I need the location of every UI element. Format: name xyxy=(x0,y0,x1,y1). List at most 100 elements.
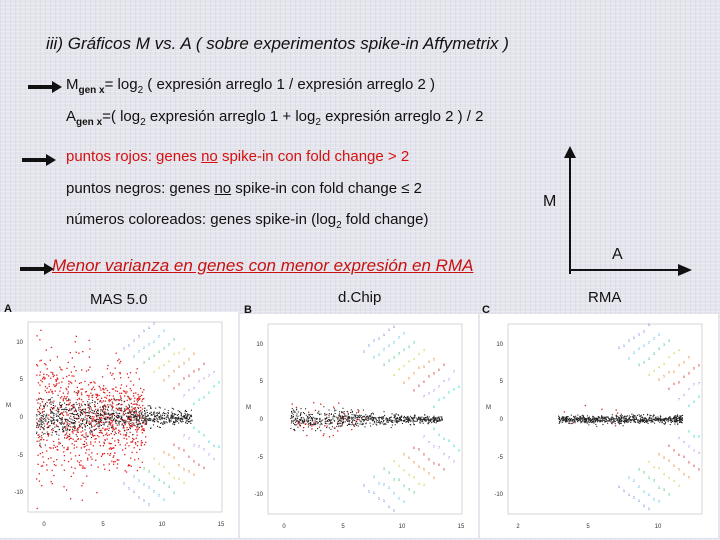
svg-text:2: 2 xyxy=(158,334,160,338)
svg-text:4: 4 xyxy=(183,347,185,351)
svg-text:6: 6 xyxy=(683,375,685,379)
svg-text:5: 5 xyxy=(413,372,415,376)
svg-text:3: 3 xyxy=(168,342,170,346)
svg-text:4: 4 xyxy=(678,484,680,488)
svg-text:6: 6 xyxy=(198,463,200,467)
svg-text:4: 4 xyxy=(173,352,175,356)
svg-text:3: 3 xyxy=(413,341,415,345)
svg-text:3: 3 xyxy=(158,478,160,482)
svg-text:3: 3 xyxy=(403,484,405,488)
svg-text:2: 2 xyxy=(163,498,165,502)
svg-text:8: 8 xyxy=(218,445,220,449)
svg-text:3: 3 xyxy=(393,355,395,359)
svg-text:5: 5 xyxy=(413,461,415,465)
svg-text:4: 4 xyxy=(398,368,400,372)
svg-text:5: 5 xyxy=(168,453,170,457)
svg-text:8: 8 xyxy=(453,388,455,392)
svg-text:3: 3 xyxy=(663,488,665,492)
svg-text:5: 5 xyxy=(658,453,660,457)
svg-text:1: 1 xyxy=(148,503,150,507)
axis-label-m: M xyxy=(543,193,557,210)
svg-text:4: 4 xyxy=(173,476,175,480)
svg-text:7: 7 xyxy=(693,383,695,387)
svg-text:8: 8 xyxy=(433,405,435,409)
svg-text:3: 3 xyxy=(173,338,175,342)
svg-text:4: 4 xyxy=(393,373,395,377)
svg-text:2: 2 xyxy=(653,337,655,341)
svg-text:6: 6 xyxy=(203,466,205,470)
svg-text:4: 4 xyxy=(168,359,170,363)
svg-text:6: 6 xyxy=(433,372,435,376)
svg-text:5: 5 xyxy=(163,378,165,382)
svg-text:6: 6 xyxy=(438,463,440,467)
svg-text:7: 7 xyxy=(678,437,680,441)
svg-text:5: 5 xyxy=(673,464,675,468)
svg-text:2: 2 xyxy=(643,344,645,348)
svg-text:3: 3 xyxy=(163,481,165,485)
plot-area xyxy=(27,321,223,513)
svg-text:6: 6 xyxy=(183,448,185,452)
svg-text:6: 6 xyxy=(433,462,435,466)
svg-text:7: 7 xyxy=(433,389,435,393)
svg-text:2: 2 xyxy=(393,492,395,496)
svg-text:2: 2 xyxy=(373,475,375,479)
svg-text:1: 1 xyxy=(373,339,375,343)
svg-text:4: 4 xyxy=(658,466,660,470)
svg-text:3: 3 xyxy=(383,363,385,367)
svg-text:1: 1 xyxy=(378,336,380,340)
x-tick-label: 5 xyxy=(586,524,590,530)
svg-text:8: 8 xyxy=(213,384,215,388)
spike-in-labels: 1111111111111222222222222223333333333333… xyxy=(123,322,220,507)
svg-text:4: 4 xyxy=(158,462,160,466)
svg-text:3: 3 xyxy=(143,360,145,364)
svg-text:5: 5 xyxy=(418,465,420,469)
svg-text:8: 8 xyxy=(208,440,210,444)
svg-text:2: 2 xyxy=(628,356,630,360)
svg-text:3: 3 xyxy=(638,468,640,472)
svg-text:6: 6 xyxy=(423,380,425,384)
svg-text:3: 3 xyxy=(388,471,390,475)
svg-text:5: 5 xyxy=(428,360,430,364)
svg-text:5: 5 xyxy=(188,357,190,361)
y-axis-label: M xyxy=(486,405,491,411)
svg-text:5: 5 xyxy=(168,375,170,379)
svg-text:6: 6 xyxy=(698,364,700,368)
svg-text:5: 5 xyxy=(403,381,405,385)
svg-text:4: 4 xyxy=(158,366,160,370)
svg-text:2: 2 xyxy=(648,493,650,497)
svg-text:5: 5 xyxy=(193,473,195,477)
svg-text:2: 2 xyxy=(398,336,400,340)
svg-text:2: 2 xyxy=(628,476,630,480)
svg-text:5: 5 xyxy=(178,365,180,369)
svg-text:3: 3 xyxy=(148,357,150,361)
svg-text:2: 2 xyxy=(633,479,635,483)
svg-text:7: 7 xyxy=(198,445,200,449)
svg-text:7: 7 xyxy=(438,446,440,450)
svg-text:2: 2 xyxy=(658,500,660,504)
svg-text:4: 4 xyxy=(423,483,425,487)
ma-axes-diagram xyxy=(564,146,692,276)
svg-text:8: 8 xyxy=(693,400,695,404)
gene-points xyxy=(36,329,193,510)
x-tick-label: 2 xyxy=(516,524,520,530)
svg-text:3: 3 xyxy=(658,347,660,351)
svg-text:8: 8 xyxy=(698,435,700,439)
svg-text:2: 2 xyxy=(163,329,165,333)
svg-text:6: 6 xyxy=(683,455,685,459)
svg-text:1: 1 xyxy=(363,484,365,488)
svg-text:5: 5 xyxy=(678,468,680,472)
svg-text:6: 6 xyxy=(188,374,190,378)
svg-text:7: 7 xyxy=(203,448,205,452)
svg-text:1: 1 xyxy=(618,485,620,489)
y-tick-label: 10 xyxy=(496,342,503,348)
svg-text:8: 8 xyxy=(688,429,690,433)
svg-text:5: 5 xyxy=(403,453,405,457)
plot-area xyxy=(267,323,463,515)
svg-text:3: 3 xyxy=(143,467,145,471)
svg-text:5: 5 xyxy=(183,467,185,471)
svg-text:2: 2 xyxy=(133,354,135,358)
svg-text:8: 8 xyxy=(198,430,200,434)
svg-text:6: 6 xyxy=(423,453,425,457)
x-tick-label: 0 xyxy=(42,522,46,528)
svg-text:8: 8 xyxy=(203,395,205,399)
